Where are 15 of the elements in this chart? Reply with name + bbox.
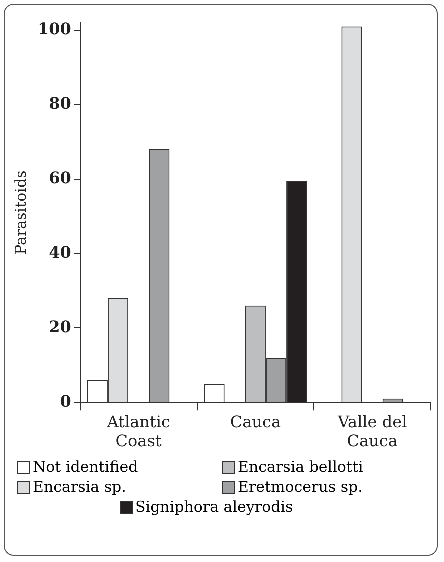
- x-tick-label: Cauca: [230, 412, 282, 432]
- legend-label: Not identified: [33, 458, 138, 476]
- y-tick-label: 40: [49, 242, 72, 262]
- x-tick-label: Atlantic Coast: [106, 412, 170, 451]
- y-tick-label: 100: [38, 20, 72, 39]
- y-axis-title: Parasitoids: [12, 170, 30, 255]
- y-tick-label: 80: [49, 94, 72, 114]
- y-tick-label: 20: [49, 317, 72, 336]
- legend-label: Encarsia sp.: [33, 478, 126, 496]
- x-tick-label: Valle del Cauca: [336, 412, 408, 451]
- legend-label: Signiphora aleyrodis: [136, 498, 294, 516]
- y-tick-label: 60: [49, 168, 72, 188]
- y-tick-label: 0: [60, 392, 72, 411]
- legend-label: Eretmocerus sp.: [238, 478, 363, 496]
- legend-label: Encarsia bellotti: [238, 458, 364, 476]
